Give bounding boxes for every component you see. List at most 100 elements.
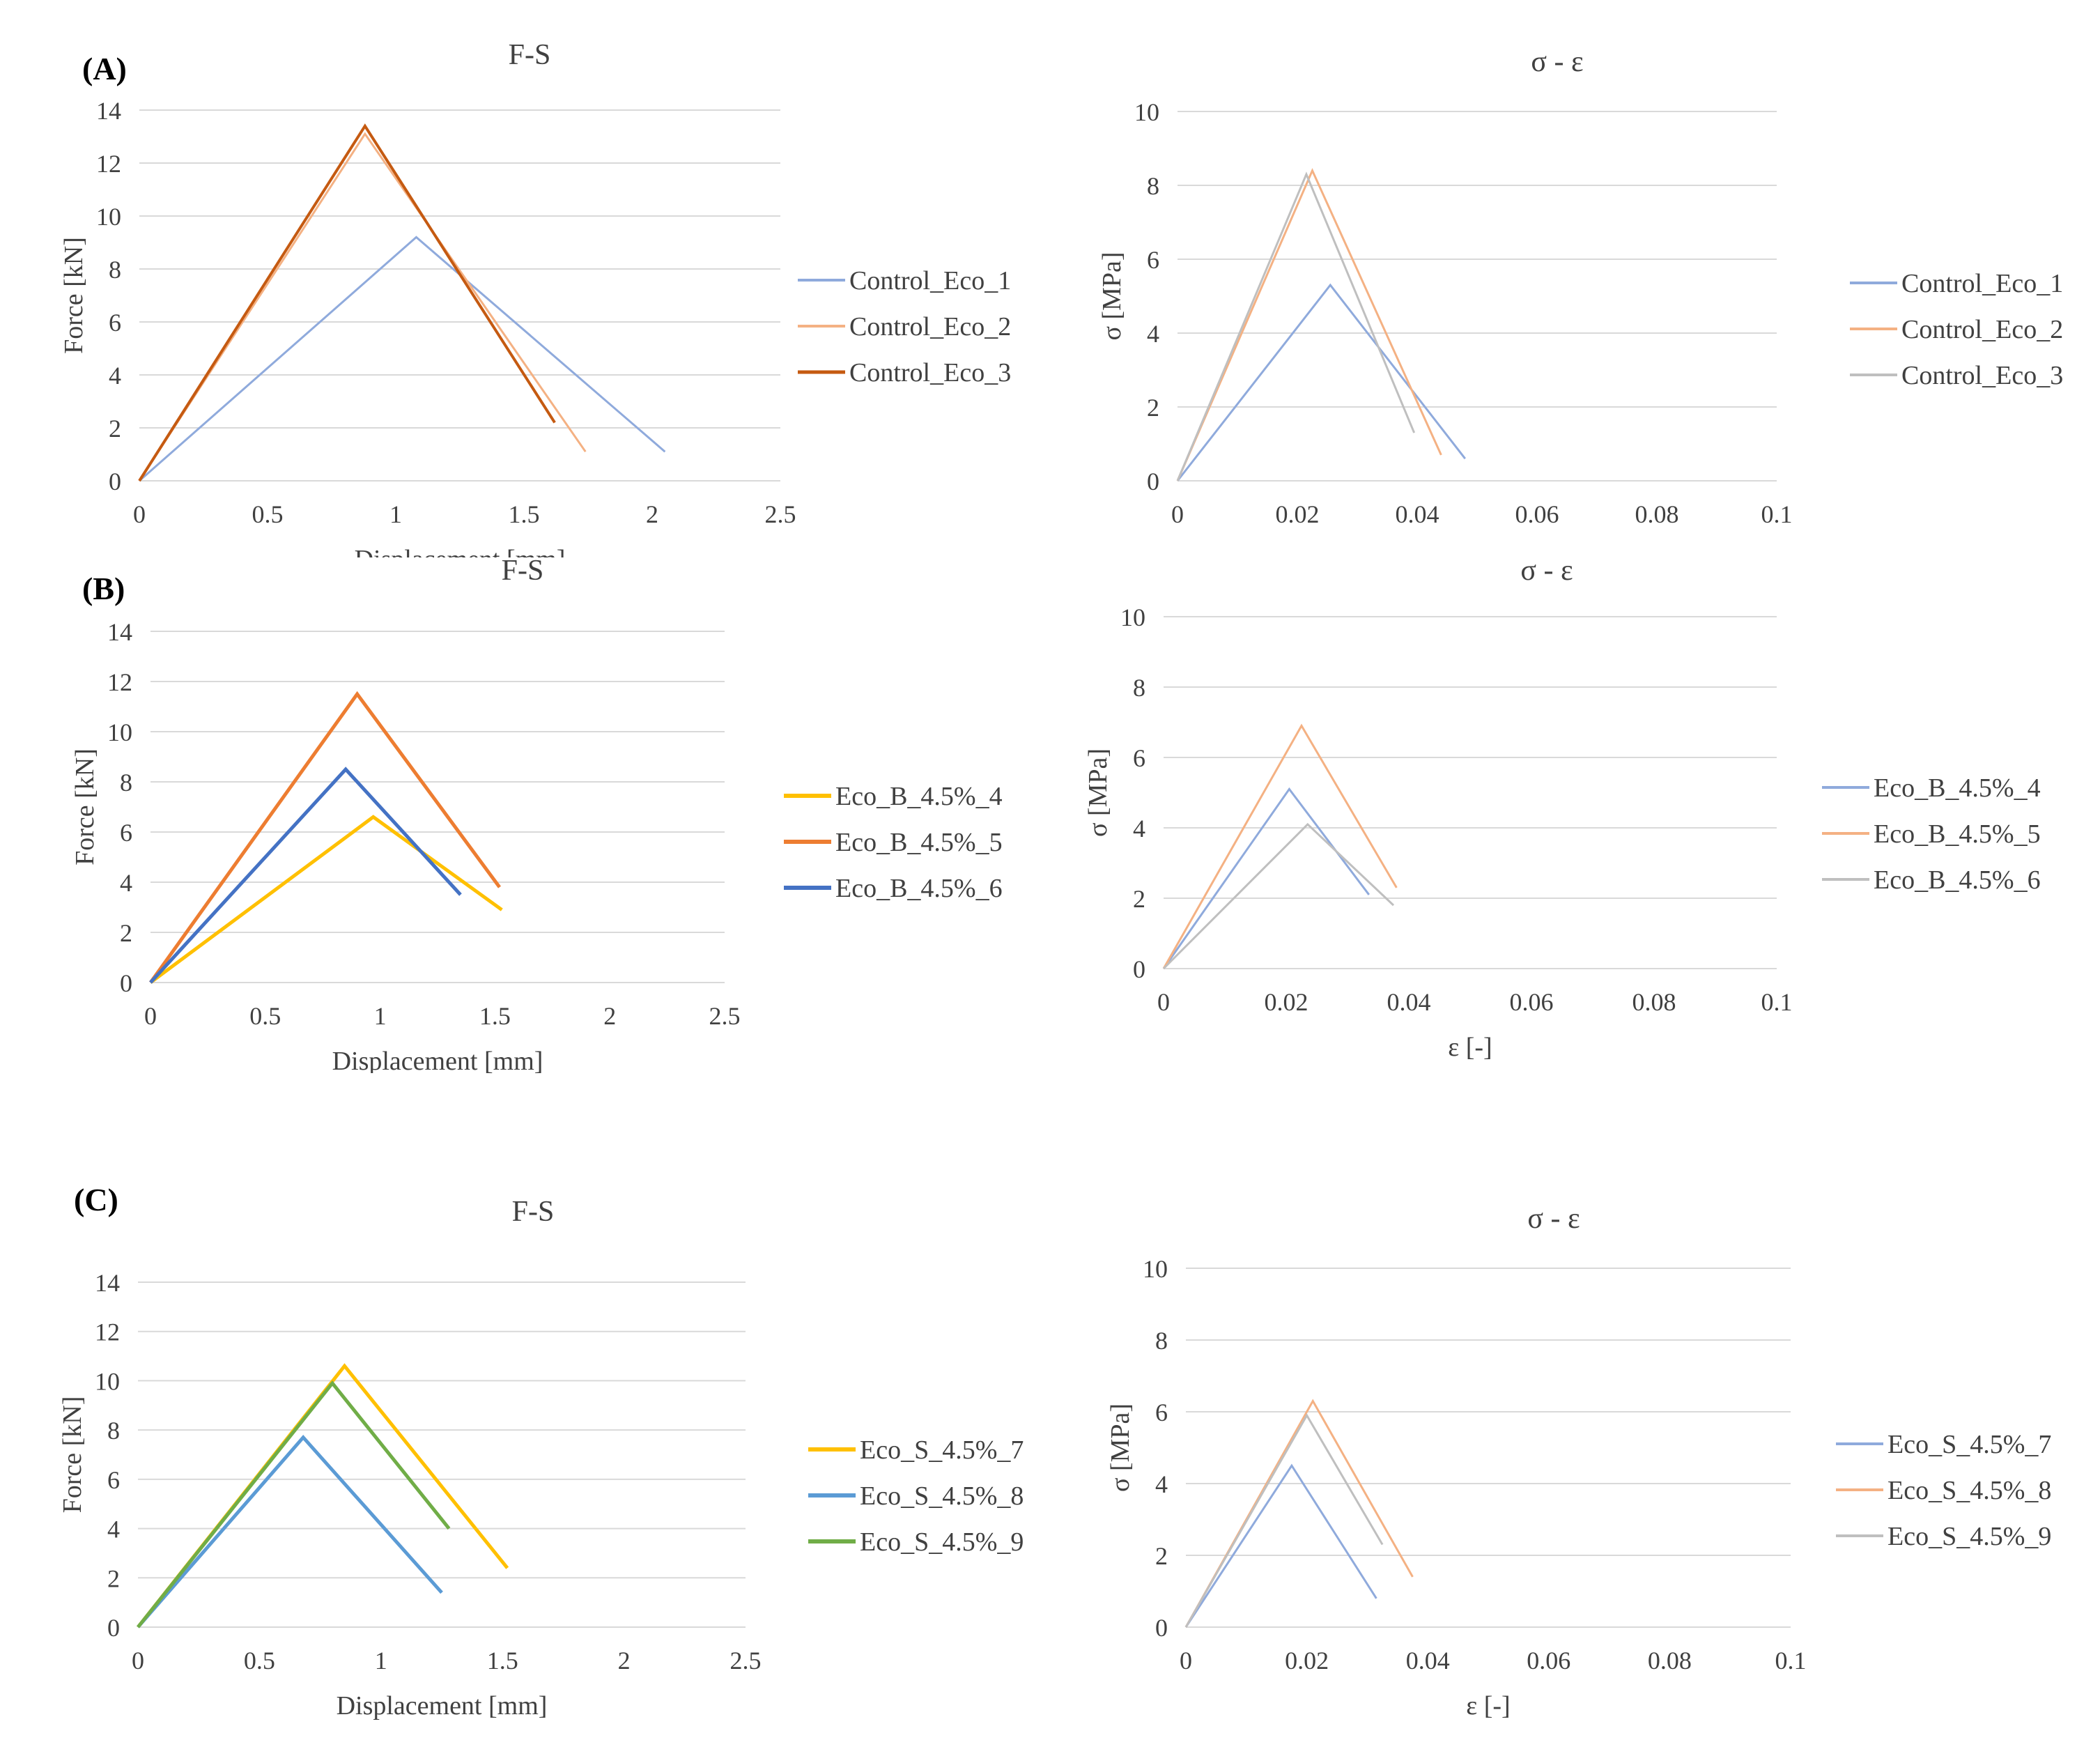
legend-label: Eco_S_4.5%_8	[860, 1481, 1024, 1511]
series-line-Eco_S_4.5%_8	[1184, 1399, 1414, 1628]
x-tick-label: 1	[374, 1002, 387, 1030]
y-axis-label: σ [MPa]	[1106, 1403, 1135, 1492]
y-tick-label: 4	[120, 869, 132, 897]
x-axis-label: Displacement [mm]	[337, 1691, 548, 1720]
chart-c-stress-strain: 0 2 4 6 8 10 0 0.02 0.04 0.06 0.08 0.1 σ - ε ε [-] σ […	[1106, 1203, 2051, 1720]
x-tick-label: 0.1	[1761, 988, 1793, 1016]
x-tick-label: 0	[1157, 988, 1170, 1016]
y-tick-label: 8	[1155, 1327, 1168, 1355]
y-axis-label: Force [kN]	[59, 237, 88, 354]
panel-label-a: (A)	[82, 51, 127, 86]
x-tick-label: 0.04	[1396, 500, 1439, 528]
legend-label: Control_Eco_3	[1901, 361, 2063, 390]
x-tick-label: 2	[618, 1647, 631, 1674]
y-tick-label: 2	[109, 415, 121, 442]
series-line-Control_Eco_1	[139, 236, 666, 482]
y-tick-label: 8	[1133, 674, 1145, 702]
x-tick-label: 0	[144, 1002, 157, 1030]
legend-label: Control_Eco_2	[1901, 315, 2063, 344]
series-line-Eco_S_4.5%_9	[1184, 1413, 1384, 1628]
series-line-Control_Eco_2	[138, 132, 587, 482]
series-line-Eco_B_4.5%_5	[1162, 723, 1398, 969]
y-tick-label: 8	[107, 1417, 120, 1445]
y-tick-label: 2	[120, 919, 132, 947]
legend-label: Eco_B_4.5%_6	[1874, 865, 2041, 895]
y-tick-label: 2	[1155, 1542, 1168, 1570]
legend-label: Control_Eco_1	[849, 266, 1011, 295]
y-tick-label: 14	[107, 618, 132, 646]
y-tick-label: 2	[1133, 885, 1145, 913]
y-tick-label: 10	[1134, 98, 1159, 126]
x-tick-label: 0.5	[249, 1002, 281, 1030]
series-line-Eco_B_4.5%_5	[148, 691, 502, 984]
x-tick-label: 2.5	[730, 1647, 762, 1674]
y-tick-label: 6	[1133, 744, 1145, 772]
series-line-Eco_S_4.5%_8	[137, 1434, 443, 1629]
x-tick-label: 0.02	[1276, 500, 1320, 528]
legend-label: Eco_S_4.5%_9	[860, 1527, 1024, 1557]
series-line-Control_Eco_1	[1176, 283, 1466, 482]
x-tick-label: 2.5	[765, 500, 796, 528]
series-line-Control_Eco_2	[1176, 168, 1442, 482]
x-tick-label: 0	[132, 1647, 144, 1674]
x-tick-label: 0.1	[1775, 1647, 1807, 1674]
x-axis-label: Displacement [mm]	[332, 1047, 543, 1073]
y-axis-label: Force [kN]	[70, 748, 100, 865]
x-axis-label: Displacement [mm]	[355, 545, 566, 557]
chart-c-force-displacement: 0 2 4 6 8 10 12 14 0 0.5 1 1.5 2 2.5 F-S Displacement […	[58, 1196, 1024, 1720]
x-tick-label: 0	[1171, 500, 1184, 528]
series-line-Control_Eco_3	[1176, 171, 1416, 482]
x-tick-label: 0.08	[1635, 500, 1679, 528]
y-tick-label: 0	[120, 969, 132, 997]
legend-label: Eco_S_4.5%_7	[1887, 1430, 2051, 1459]
y-axis-label: Force [kN]	[58, 1396, 87, 1514]
y-tick-label: 8	[109, 256, 121, 284]
y-tick-label: 8	[120, 769, 132, 796]
y-tick-label: 2	[1147, 394, 1159, 422]
y-tick-label: 0	[1147, 468, 1159, 495]
chart-title: σ - ε	[1527, 1203, 1580, 1235]
x-tick-label: 1	[375, 1647, 387, 1674]
y-tick-label: 4	[107, 1516, 120, 1543]
series-line-Eco_S_4.5%_7	[1184, 1463, 1377, 1628]
series-line-Eco_B_4.5%_6	[1162, 822, 1395, 970]
y-tick-label: 6	[109, 309, 121, 337]
legend-label: Eco_B_4.5%_4	[835, 782, 1003, 811]
chart-title: F-S	[509, 39, 551, 71]
chart-a-stress-strain: 0 2 4 6 8 10 0 0.02 0.04 0.06 0.08 0.1 σ - ε σ [MPa] C…	[1097, 46, 2063, 528]
chart-title: σ - ε	[1520, 555, 1573, 587]
x-tick-label: 0.1	[1761, 500, 1793, 528]
y-tick-label: 10	[96, 203, 121, 231]
chart-b-force-displacement: 0 2 4 6 8 10 12 14 0 0.5 1 1.5 2 2.5 F-S Displacement […	[70, 555, 1003, 1073]
chart-b-stress-strain: 0 2 4 6 8 10 0 0.02 0.04 0.06 0.08 0.1 σ - ε ε [-] σ […	[1083, 555, 2041, 1062]
y-tick-label: 4	[1147, 320, 1159, 348]
y-tick-label: 10	[95, 1367, 120, 1395]
x-axis-label: ε [-]	[1466, 1691, 1510, 1720]
x-tick-label: 1.5	[509, 500, 540, 528]
y-tick-label: 0	[1133, 955, 1145, 983]
x-tick-label: 0.04	[1387, 988, 1431, 1016]
x-tick-label: 0.02	[1265, 988, 1308, 1016]
x-tick-label: 1	[389, 500, 402, 528]
y-tick-label: 10	[1120, 603, 1145, 631]
y-tick-label: 4	[1155, 1470, 1168, 1498]
legend-label: Eco_S_4.5%_9	[1887, 1522, 2051, 1551]
y-tick-label: 12	[107, 668, 132, 696]
y-tick-label: 6	[107, 1466, 120, 1494]
y-tick-label: 4	[1133, 815, 1145, 842]
y-tick-label: 12	[96, 150, 121, 178]
panel-label-b: (B)	[82, 571, 125, 606]
legend-label: Control_Eco_2	[849, 312, 1011, 341]
y-tick-label: 10	[107, 718, 132, 746]
y-tick-label: 14	[96, 97, 121, 125]
x-tick-label: 0.08	[1648, 1647, 1692, 1674]
y-tick-label: 8	[1147, 172, 1159, 200]
y-tick-label: 12	[95, 1318, 120, 1346]
y-tick-label: 0	[107, 1614, 120, 1642]
legend-label: Control_Eco_1	[1901, 269, 2063, 298]
x-tick-label: 1.5	[479, 1002, 511, 1030]
y-tick-label: 6	[1155, 1399, 1168, 1426]
x-tick-label: 2.5	[709, 1002, 741, 1030]
x-tick-label: 0.06	[1515, 500, 1559, 528]
y-tick-label: 0	[1155, 1614, 1168, 1642]
